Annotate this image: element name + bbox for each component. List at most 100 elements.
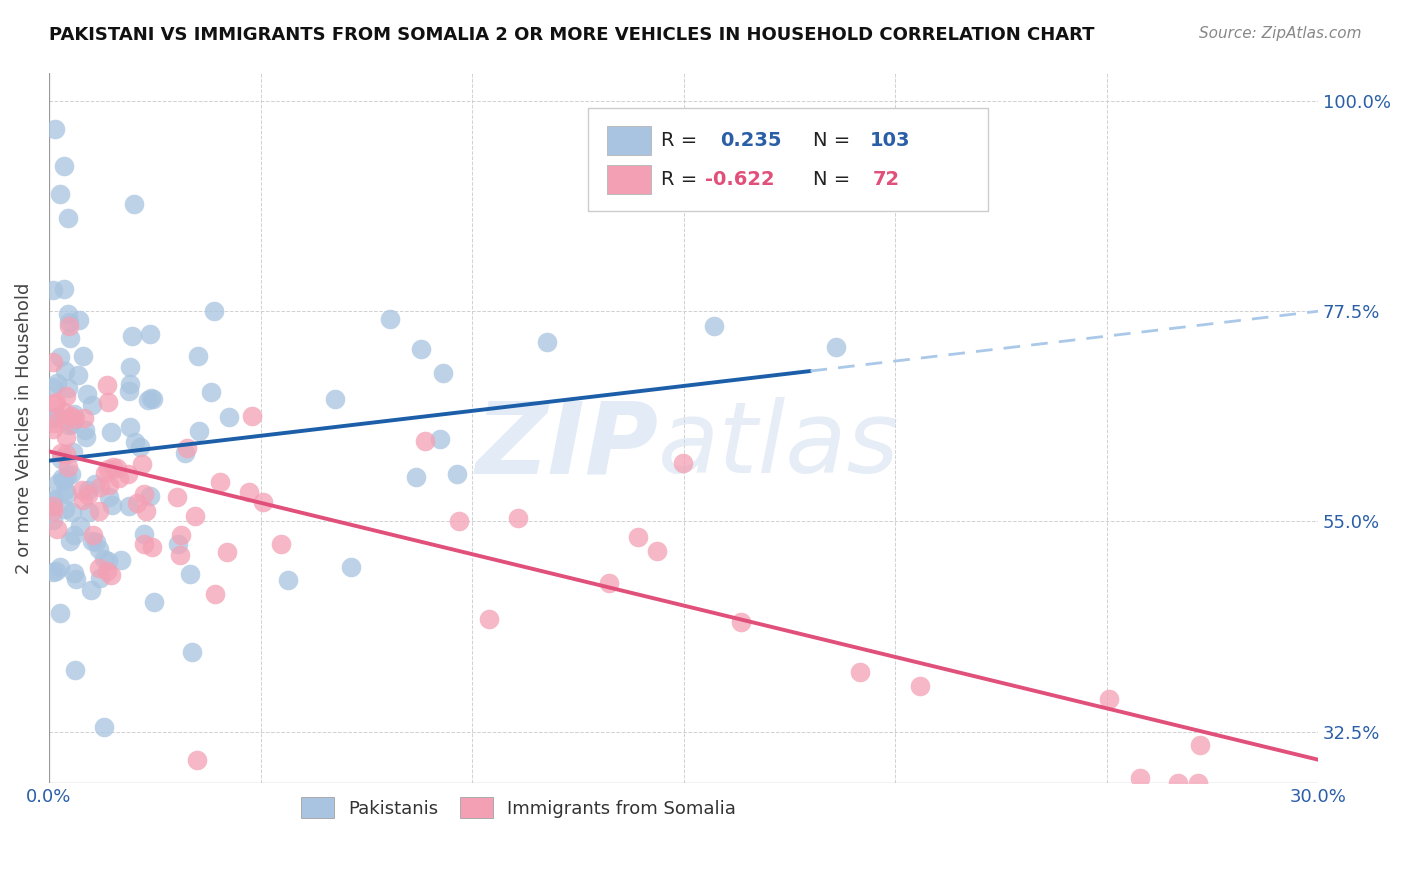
Point	[51, 471, 73, 485]
Point	[42, 566, 65, 580]
Point	[42, 410, 65, 425]
Point	[323, 392, 346, 407]
Point	[131, 457, 153, 471]
Point	[200, 385, 222, 400]
Point	[141, 540, 163, 554]
Point	[122, 196, 145, 211]
Point	[449, 514, 471, 528]
Point	[73, 411, 96, 425]
Point	[143, 594, 166, 608]
Point	[411, 343, 433, 357]
Point	[446, 467, 468, 481]
Point	[187, 349, 209, 363]
Point	[65, 572, 87, 586]
Point	[120, 359, 142, 374]
Point	[49, 606, 72, 620]
Point	[120, 377, 142, 392]
Point	[76, 483, 98, 497]
Y-axis label: 2 or more Vehicles in Household: 2 or more Vehicles in Household	[15, 283, 32, 574]
Point	[44, 122, 66, 136]
Point	[48, 187, 70, 202]
Legend: Pakistanis, Immigrants from Somalia: Pakistanis, Immigrants from Somalia	[294, 789, 742, 825]
Point	[339, 560, 361, 574]
Point	[58, 315, 80, 329]
Point	[202, 303, 225, 318]
Point	[42, 380, 65, 394]
Point	[55, 430, 77, 444]
Point	[63, 408, 86, 422]
Point	[56, 460, 79, 475]
Text: atlas: atlas	[658, 397, 900, 494]
Point	[53, 483, 76, 497]
Point	[849, 665, 872, 680]
Point	[238, 485, 260, 500]
Point	[98, 477, 121, 491]
Point	[42, 503, 65, 517]
Point	[56, 469, 79, 483]
Point	[508, 511, 530, 525]
Point	[107, 471, 129, 485]
Point	[56, 487, 79, 501]
Point	[166, 490, 188, 504]
Point	[120, 419, 142, 434]
Point	[46, 410, 69, 425]
Point	[55, 412, 77, 426]
Point	[52, 473, 75, 487]
Point	[100, 568, 122, 582]
Point	[67, 313, 90, 327]
Text: 103: 103	[870, 131, 911, 150]
Point	[72, 349, 94, 363]
Point	[174, 446, 197, 460]
Point	[53, 364, 76, 378]
Point	[82, 527, 104, 541]
Point	[136, 392, 159, 407]
Point	[63, 566, 86, 580]
Point	[45, 564, 67, 578]
Point	[477, 612, 499, 626]
Point	[167, 537, 190, 551]
Point	[55, 447, 77, 461]
Point	[49, 446, 72, 460]
Text: 72: 72	[873, 170, 900, 189]
Point	[53, 502, 76, 516]
Point	[270, 536, 292, 550]
Point	[83, 477, 105, 491]
Point	[429, 433, 451, 447]
Point	[42, 492, 65, 507]
Point	[48, 350, 70, 364]
Point	[184, 509, 207, 524]
Point	[93, 720, 115, 734]
Point	[45, 376, 67, 390]
Point	[672, 456, 695, 470]
Point	[124, 434, 146, 449]
Point	[45, 395, 67, 409]
Point	[55, 389, 77, 403]
Point	[134, 537, 156, 551]
Point	[76, 387, 98, 401]
Point	[1187, 776, 1209, 790]
Point	[169, 548, 191, 562]
Point	[218, 409, 240, 424]
Point	[1097, 692, 1119, 706]
Point	[60, 506, 83, 520]
Point	[69, 519, 91, 533]
Point	[139, 327, 162, 342]
Point	[627, 530, 650, 544]
Point	[703, 318, 725, 333]
Text: N =: N =	[813, 131, 856, 150]
Point	[42, 355, 65, 369]
Point	[72, 492, 94, 507]
Point	[63, 412, 86, 426]
Point	[97, 462, 120, 476]
Point	[44, 416, 66, 430]
Text: Source: ZipAtlas.com: Source: ZipAtlas.com	[1198, 26, 1361, 41]
Point	[730, 615, 752, 629]
Point	[170, 527, 193, 541]
Point	[127, 496, 149, 510]
Point	[44, 397, 66, 411]
Point	[128, 440, 150, 454]
Point	[70, 483, 93, 497]
Point	[405, 470, 427, 484]
Point	[75, 423, 97, 437]
Point	[63, 528, 86, 542]
